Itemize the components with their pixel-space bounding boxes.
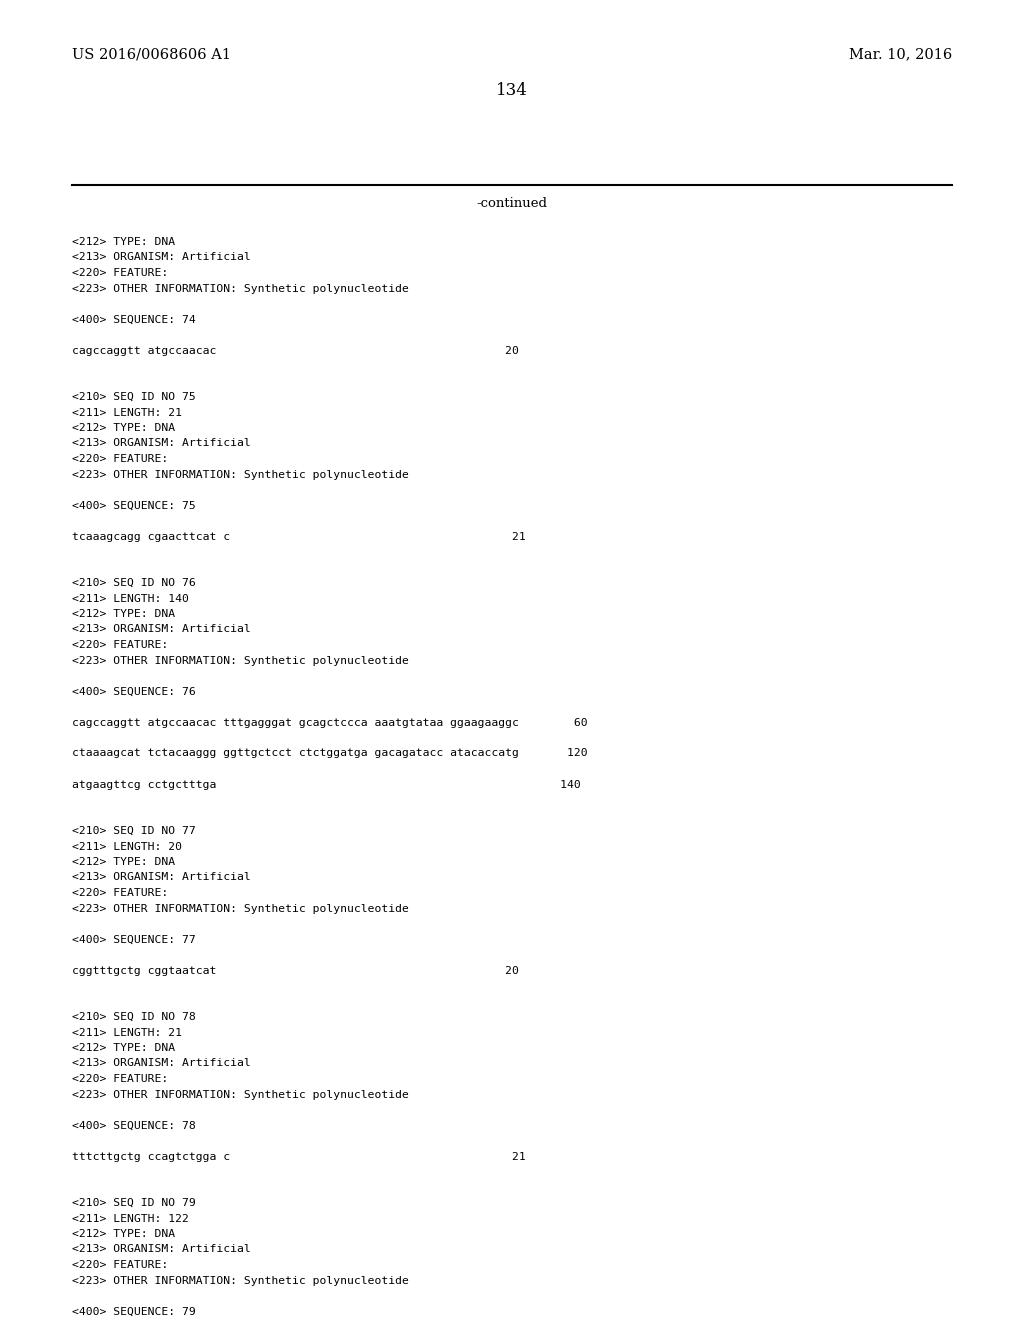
Text: <211> LENGTH: 21: <211> LENGTH: 21	[72, 1027, 182, 1038]
Text: <223> OTHER INFORMATION: Synthetic polynucleotide: <223> OTHER INFORMATION: Synthetic polyn…	[72, 470, 409, 479]
Text: <211> LENGTH: 20: <211> LENGTH: 20	[72, 842, 182, 851]
Text: <220> FEATURE:: <220> FEATURE:	[72, 268, 168, 279]
Text: atgaagttcg cctgctttga                                                  140: atgaagttcg cctgctttga 140	[72, 780, 581, 789]
Text: <220> FEATURE:: <220> FEATURE:	[72, 1074, 168, 1084]
Text: <212> TYPE: DNA: <212> TYPE: DNA	[72, 238, 175, 247]
Text: <212> TYPE: DNA: <212> TYPE: DNA	[72, 609, 175, 619]
Text: <211> LENGTH: 21: <211> LENGTH: 21	[72, 408, 182, 417]
Text: <213> ORGANISM: Artificial: <213> ORGANISM: Artificial	[72, 624, 251, 635]
Text: US 2016/0068606 A1: US 2016/0068606 A1	[72, 48, 231, 61]
Text: <400> SEQUENCE: 74: <400> SEQUENCE: 74	[72, 314, 196, 325]
Text: <210> SEQ ID NO 79: <210> SEQ ID NO 79	[72, 1199, 196, 1208]
Text: <400> SEQUENCE: 78: <400> SEQUENCE: 78	[72, 1121, 196, 1130]
Text: <220> FEATURE:: <220> FEATURE:	[72, 1261, 168, 1270]
Text: <211> LENGTH: 122: <211> LENGTH: 122	[72, 1213, 188, 1224]
Text: <223> OTHER INFORMATION: Synthetic polynucleotide: <223> OTHER INFORMATION: Synthetic polyn…	[72, 656, 409, 665]
Text: <223> OTHER INFORMATION: Synthetic polynucleotide: <223> OTHER INFORMATION: Synthetic polyn…	[72, 1089, 409, 1100]
Text: cagccaggtt atgccaacac tttgagggat gcagctccca aaatgtataa ggaagaaggc        60: cagccaggtt atgccaacac tttgagggat gcagctc…	[72, 718, 588, 727]
Text: <400> SEQUENCE: 77: <400> SEQUENCE: 77	[72, 935, 196, 945]
Text: <213> ORGANISM: Artificial: <213> ORGANISM: Artificial	[72, 873, 251, 883]
Text: <223> OTHER INFORMATION: Synthetic polynucleotide: <223> OTHER INFORMATION: Synthetic polyn…	[72, 284, 409, 293]
Text: <220> FEATURE:: <220> FEATURE:	[72, 888, 168, 898]
Text: <400> SEQUENCE: 79: <400> SEQUENCE: 79	[72, 1307, 196, 1316]
Text: <210> SEQ ID NO 78: <210> SEQ ID NO 78	[72, 1012, 196, 1022]
Text: cggtttgctg cggtaatcat                                          20: cggtttgctg cggtaatcat 20	[72, 965, 519, 975]
Text: <400> SEQUENCE: 76: <400> SEQUENCE: 76	[72, 686, 196, 697]
Text: <220> FEATURE:: <220> FEATURE:	[72, 454, 168, 465]
Text: <212> TYPE: DNA: <212> TYPE: DNA	[72, 1043, 175, 1053]
Text: <400> SEQUENCE: 75: <400> SEQUENCE: 75	[72, 500, 196, 511]
Text: <220> FEATURE:: <220> FEATURE:	[72, 640, 168, 649]
Text: <210> SEQ ID NO 77: <210> SEQ ID NO 77	[72, 826, 196, 836]
Text: 134: 134	[496, 82, 528, 99]
Text: <213> ORGANISM: Artificial: <213> ORGANISM: Artificial	[72, 438, 251, 449]
Text: -continued: -continued	[476, 197, 548, 210]
Text: <213> ORGANISM: Artificial: <213> ORGANISM: Artificial	[72, 1245, 251, 1254]
Text: <213> ORGANISM: Artificial: <213> ORGANISM: Artificial	[72, 1059, 251, 1068]
Text: Mar. 10, 2016: Mar. 10, 2016	[849, 48, 952, 61]
Text: <212> TYPE: DNA: <212> TYPE: DNA	[72, 1229, 175, 1239]
Text: <210> SEQ ID NO 76: <210> SEQ ID NO 76	[72, 578, 196, 587]
Text: <211> LENGTH: 140: <211> LENGTH: 140	[72, 594, 188, 603]
Text: <213> ORGANISM: Artificial: <213> ORGANISM: Artificial	[72, 252, 251, 263]
Text: <212> TYPE: DNA: <212> TYPE: DNA	[72, 857, 175, 867]
Text: tcaaagcagg cgaacttcat c                                         21: tcaaagcagg cgaacttcat c 21	[72, 532, 525, 541]
Text: tttcttgctg ccagtctgga c                                         21: tttcttgctg ccagtctgga c 21	[72, 1151, 525, 1162]
Text: ctaaaagcat tctacaaggg ggttgctcct ctctggatga gacagatacc atacaccatg       120: ctaaaagcat tctacaaggg ggttgctcct ctctgga…	[72, 748, 588, 759]
Text: <212> TYPE: DNA: <212> TYPE: DNA	[72, 422, 175, 433]
Text: cagccaggtt atgccaacac                                          20: cagccaggtt atgccaacac 20	[72, 346, 519, 355]
Text: <210> SEQ ID NO 75: <210> SEQ ID NO 75	[72, 392, 196, 403]
Text: <223> OTHER INFORMATION: Synthetic polynucleotide: <223> OTHER INFORMATION: Synthetic polyn…	[72, 903, 409, 913]
Text: <223> OTHER INFORMATION: Synthetic polynucleotide: <223> OTHER INFORMATION: Synthetic polyn…	[72, 1275, 409, 1286]
